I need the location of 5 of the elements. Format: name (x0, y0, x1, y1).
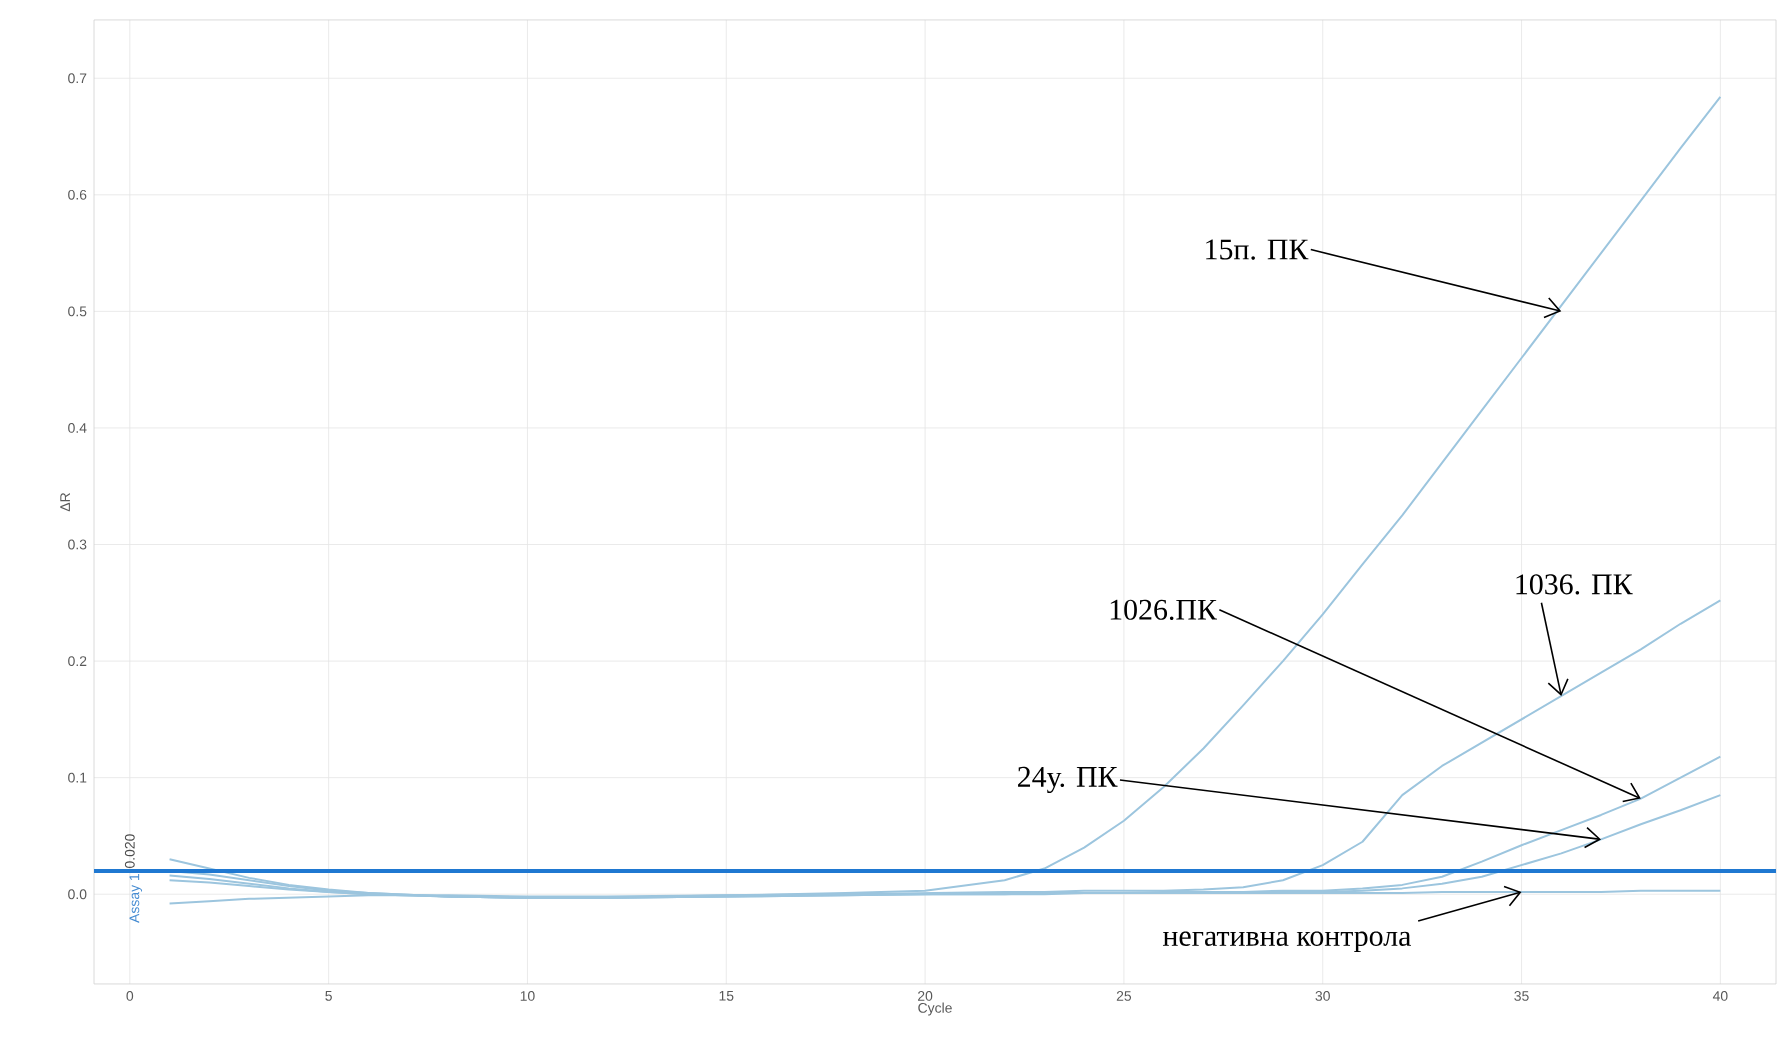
annotation: негативна контрола (1162, 931, 1411, 953)
annotation: 1026.ПК (1110, 599, 1218, 620)
annotation: 24у. ПК (1018, 766, 1118, 794)
annotation: 1036. ПК (1516, 574, 1633, 595)
annotation: 15п. ПК (1206, 239, 1309, 260)
